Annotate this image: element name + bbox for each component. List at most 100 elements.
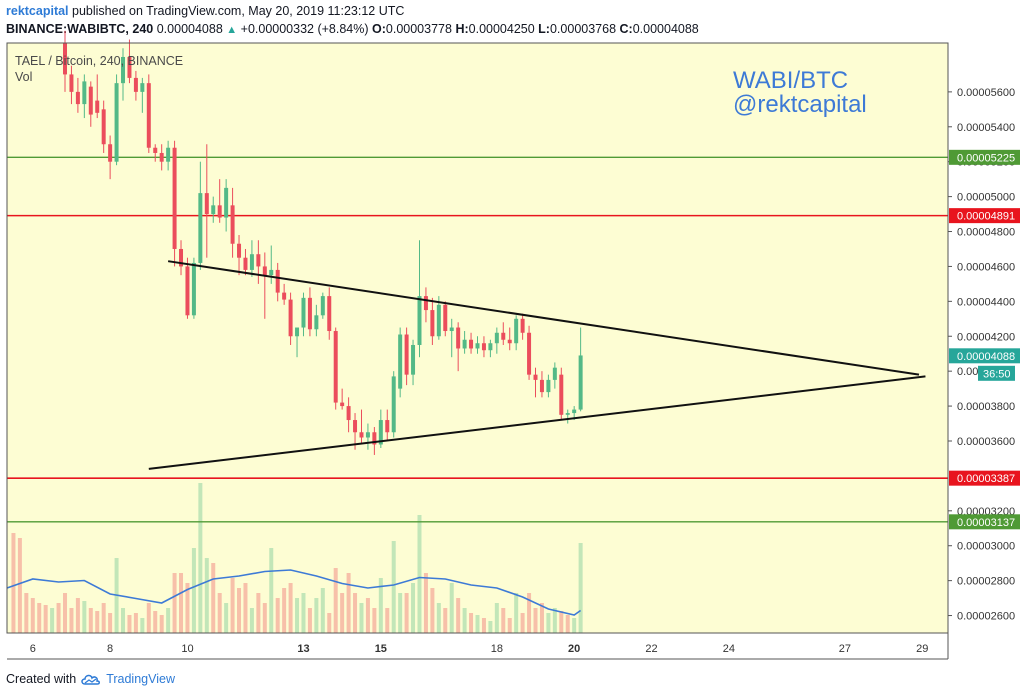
x-tick-label: 10: [181, 643, 193, 655]
volume-bar: [269, 548, 274, 633]
author-link[interactable]: rektcapital: [6, 4, 69, 18]
level-price-text: 0.00003137: [957, 517, 1015, 529]
volume-bar: [565, 615, 570, 633]
candle-body: [224, 187, 229, 218]
volume-bar: [346, 573, 351, 633]
candle-body: [449, 327, 454, 332]
volume-bar: [121, 608, 126, 633]
volume-bar: [430, 588, 435, 633]
candle: [469, 332, 474, 354]
legend-title: TAEL / Bitcoin, 240, BINANCE: [15, 54, 183, 68]
candle-body: [301, 297, 306, 328]
change-value: +0.00000332 (+8.84%): [240, 22, 369, 36]
candle: [520, 313, 525, 340]
candle-body: [514, 318, 519, 344]
volume-bar: [275, 598, 280, 633]
candle: [333, 327, 338, 410]
candle: [256, 240, 261, 284]
volume-bar: [475, 615, 480, 633]
time-axis[interactable]: 6 8 10 13 15 18 20 22 24 27 29: [30, 643, 929, 655]
candle: [527, 325, 532, 380]
volume-bar: [533, 608, 538, 633]
candle-body: [288, 299, 293, 337]
volume-bar: [101, 603, 106, 633]
volume-bar: [456, 598, 461, 633]
candle: [494, 327, 499, 354]
volume-bar: [282, 588, 287, 633]
volume-bar: [133, 613, 138, 633]
y-tick-label: 0.00005000: [957, 192, 1015, 204]
up-triangle-icon: ▲: [226, 24, 238, 36]
candle-body: [578, 355, 583, 410]
candle-body: [520, 318, 525, 333]
candle: [133, 70, 138, 101]
candle: [153, 144, 158, 162]
candle: [82, 74, 87, 119]
level-price-tag: [949, 514, 1020, 530]
candle-body: [140, 83, 145, 92]
candle: [546, 374, 551, 398]
candle: [552, 362, 557, 389]
candle: [449, 318, 454, 358]
candle: [69, 65, 74, 105]
tradingview-brand-link[interactable]: TradingView: [106, 672, 175, 686]
volume-bars: [11, 483, 583, 633]
candle-body: [153, 147, 158, 153]
horizontal-levels[interactable]: [7, 156, 948, 523]
x-tick-label: 15: [375, 643, 387, 655]
candle-body: [230, 205, 235, 244]
volume-bar: [423, 573, 428, 633]
level-price-tag: [949, 208, 1020, 224]
x-tick-label: 29: [916, 643, 928, 655]
publish-info: rektcapital published on TradingView.com…: [6, 4, 404, 18]
candle: [327, 287, 332, 340]
volume-bar: [17, 538, 22, 633]
volume-bar: [333, 568, 338, 633]
volume-bar: [256, 593, 261, 633]
candle-body: [494, 332, 499, 344]
x-tick-label: 13: [297, 643, 309, 655]
y-tick-label: 0.00003800: [957, 401, 1015, 413]
y-tick-label: 0.00004400: [957, 296, 1015, 308]
volume-bar: [56, 603, 61, 633]
publish-text: published on TradingView.com, May 20, 20…: [72, 4, 405, 18]
x-tick-label: 22: [645, 643, 657, 655]
trendlines[interactable]: [148, 260, 926, 470]
volume-bar: [307, 608, 312, 633]
volume-bar: [353, 593, 358, 633]
level-price-text: 0.00003387: [957, 473, 1015, 485]
candle-body: [443, 304, 448, 332]
candle: [288, 292, 293, 345]
candle-body: [469, 339, 474, 349]
candle: [307, 287, 312, 337]
volume-bar: [527, 593, 532, 633]
candle-body: [539, 379, 544, 393]
candle: [159, 144, 164, 171]
countdown-text: 36:50: [983, 368, 1011, 380]
candle: [127, 39, 132, 84]
candle-body: [217, 205, 222, 218]
candle: [217, 179, 222, 223]
volume-bar: [146, 603, 151, 633]
candle-body: [436, 304, 441, 337]
candle-body: [552, 367, 557, 380]
volume-bar: [539, 603, 544, 633]
volume-bar: [153, 611, 158, 633]
volume-bar: [262, 603, 267, 633]
volume-bar: [572, 618, 577, 633]
candle-body: [527, 332, 532, 375]
candle-body: [391, 376, 396, 433]
candle-body: [204, 193, 209, 215]
volume-bar: [404, 593, 409, 633]
candle-body: [423, 296, 428, 311]
candle: [372, 427, 377, 455]
y-tick-label: 0.00005600: [957, 87, 1015, 99]
candle: [140, 77, 145, 113]
candle: [578, 327, 583, 412]
volume-bar: [211, 563, 216, 633]
candle: [391, 371, 396, 438]
candle: [95, 74, 100, 119]
candle-body: [191, 262, 196, 316]
candle: [514, 315, 519, 351]
